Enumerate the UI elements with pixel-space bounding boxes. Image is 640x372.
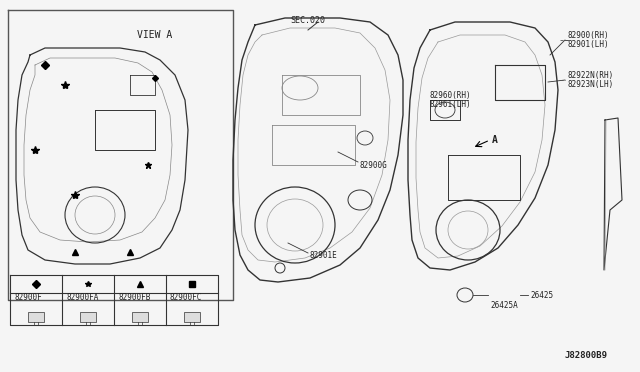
- Text: 82900F: 82900F: [14, 292, 42, 301]
- Text: 26425: 26425: [530, 291, 553, 299]
- Text: VIEW A: VIEW A: [138, 30, 173, 40]
- Polygon shape: [132, 312, 148, 322]
- Text: 82900FB: 82900FB: [118, 292, 150, 301]
- Text: 82900(RH): 82900(RH): [568, 31, 610, 39]
- Text: A: A: [492, 135, 498, 145]
- Text: 26425A: 26425A: [490, 301, 518, 310]
- Text: 82901(LH): 82901(LH): [568, 39, 610, 48]
- Polygon shape: [80, 312, 96, 322]
- Text: 82922N(RH): 82922N(RH): [568, 71, 614, 80]
- Polygon shape: [28, 312, 44, 322]
- Text: 82900G: 82900G: [360, 160, 388, 170]
- Text: J82800B9: J82800B9: [565, 350, 608, 359]
- Polygon shape: [184, 312, 200, 322]
- Text: SEC.020: SEC.020: [290, 16, 325, 25]
- Text: 82961(LH): 82961(LH): [430, 99, 472, 109]
- Text: 82900FA: 82900FA: [66, 292, 99, 301]
- Text: 82900FC: 82900FC: [170, 292, 202, 301]
- Text: 82923N(LH): 82923N(LH): [568, 80, 614, 89]
- Text: 82960(RH): 82960(RH): [430, 90, 472, 99]
- Text: 82901E: 82901E: [310, 250, 338, 260]
